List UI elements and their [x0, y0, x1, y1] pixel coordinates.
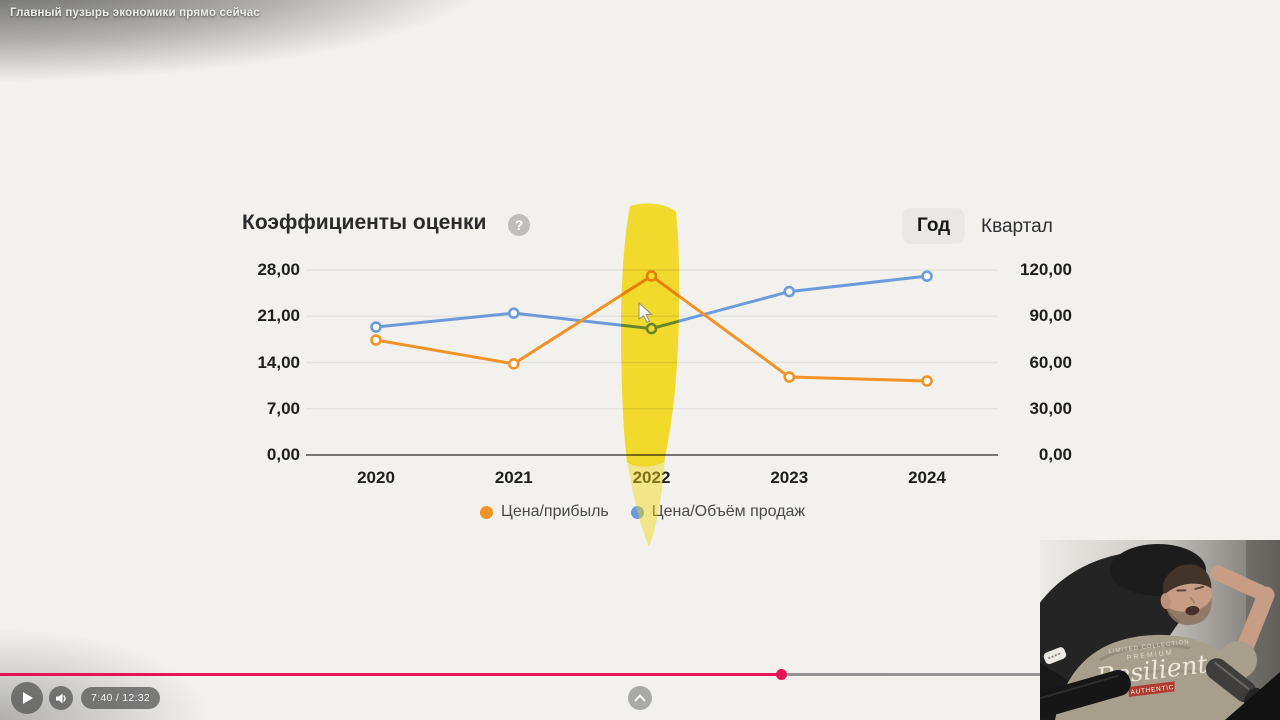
series-line-price-sales	[370, 270, 933, 335]
period-toggle-year[interactable]: Год	[903, 209, 965, 243]
y-axis-right: 120,00 90,00 60,00 30,00 0,00	[998, 260, 1072, 464]
y-axis-tick: 7,00	[266, 398, 300, 418]
play-button[interactable]	[11, 682, 43, 714]
speaker-icon	[55, 693, 66, 703]
chart-legend: Цена/прибыль Цена/Объём продаж	[480, 503, 805, 521]
y-axis-tick: 90,00	[1029, 306, 1072, 326]
chevron-up-icon	[634, 694, 646, 702]
play-icon	[23, 692, 33, 704]
legend-item-price-earnings[interactable]: Цена/прибыль	[480, 503, 609, 521]
help-icon[interactable]: ?	[508, 214, 530, 236]
webcam-overlay: LIMITED COLLECTION PREMIUM Resilient EST…	[1040, 540, 1280, 720]
mouse-cursor-icon	[638, 301, 653, 324]
y-axis-tick: 28,00	[257, 260, 300, 279]
progress-handle[interactable]	[775, 669, 787, 680]
x-axis-tick: 2020	[357, 468, 395, 487]
time-display: 7:40 / 12:32	[81, 687, 161, 709]
legend-label: Цена/Объём продаж	[651, 503, 806, 520]
webcam-scene: LIMITED COLLECTION PREMIUM Resilient EST…	[1040, 540, 1280, 720]
video-title: Главный пузырь экономики прямо сейчас	[10, 7, 260, 19]
x-axis-tick: 2023	[770, 468, 809, 487]
time-text: 7:40 / 12:32	[91, 692, 151, 704]
y-axis-tick: 0,00	[1038, 445, 1072, 464]
x-axis-labels: 2020 2021 2022 2023 2024	[341, 468, 962, 487]
legend-dot-blue	[630, 505, 644, 519]
x-axis-tick: 2024	[908, 468, 946, 487]
period-toggle-quarter[interactable]: Квартал	[981, 216, 1053, 237]
volume-button[interactable]	[49, 686, 73, 710]
y-axis-tick: 120,00	[1020, 260, 1072, 279]
y-axis-tick: 30,00	[1029, 398, 1072, 418]
legend-item-price-sales[interactable]: Цена/Объём продаж	[630, 503, 806, 521]
y-axis-tick: 14,00	[257, 352, 300, 372]
y-axis-tick: 21,00	[257, 306, 300, 326]
series-line-price-earnings	[370, 270, 933, 387]
y-axis-left: 28,00 21,00 14,00 7,00 0,00	[228, 260, 300, 464]
progress-played	[0, 673, 781, 676]
y-axis-tick: 60,00	[1029, 352, 1072, 372]
legend-label: Цена/прибыль	[501, 503, 609, 520]
chevron-up-button[interactable]	[628, 686, 652, 710]
legend-dot-orange	[480, 505, 493, 519]
y-axis-tick: 0,00	[266, 445, 300, 464]
highlighter-mark-body	[621, 203, 680, 467]
gridlines	[306, 269, 998, 410]
x-axis-tick: 2022	[632, 468, 671, 487]
x-axis-tick: 2021	[494, 468, 533, 487]
chart-title: Коэффициенты оценки	[242, 211, 487, 234]
help-glyph: ?	[514, 217, 524, 233]
